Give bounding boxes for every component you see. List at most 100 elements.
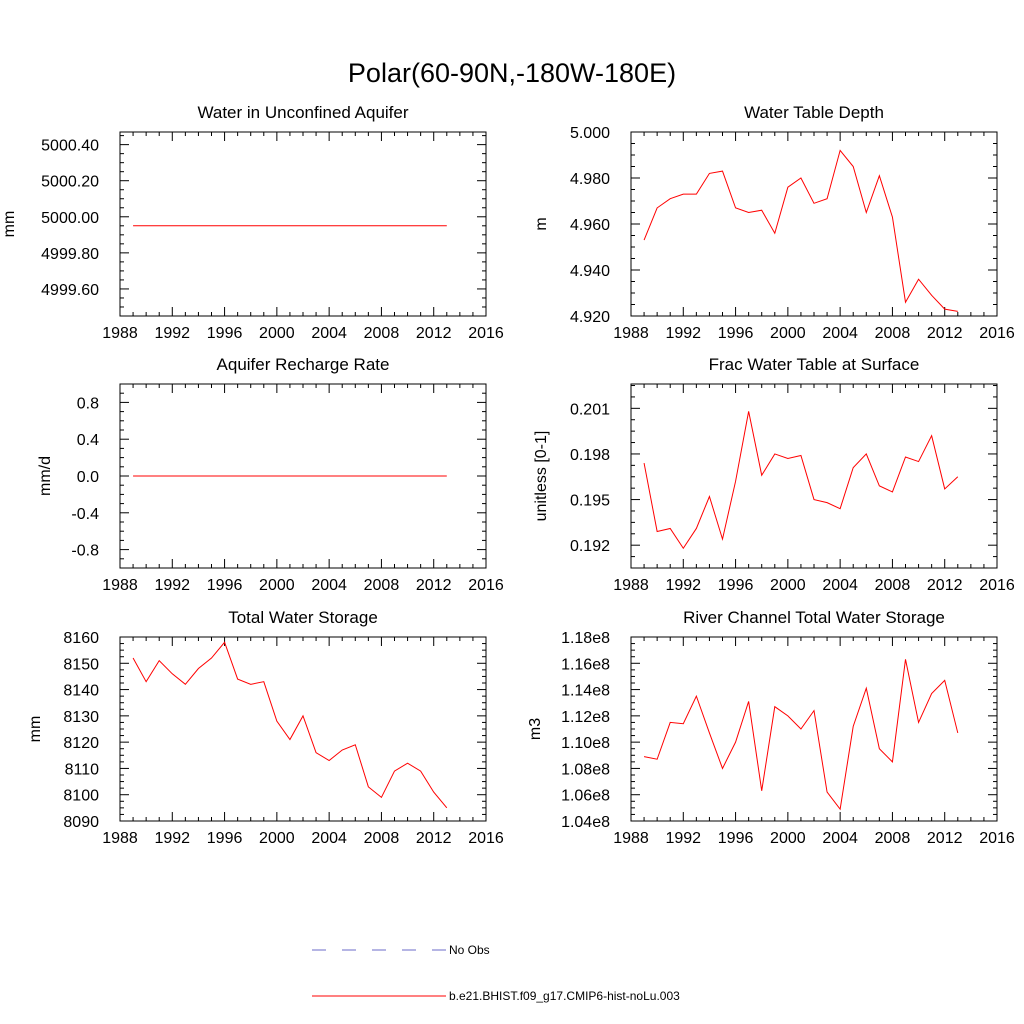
data-point [956,475,959,478]
y-axis-label: mm/d [37,456,54,496]
data-point [669,527,672,530]
x-tick-label: 2012 [927,830,963,847]
data-point [708,731,711,734]
data-point [197,224,200,227]
x-tick-label: 1996 [718,325,754,342]
data-point [852,466,855,469]
plot-frame [119,131,487,317]
data-point [760,474,763,477]
data-point [643,462,646,465]
x-tick-label: 1996 [207,830,243,847]
data-point [275,224,278,227]
data-point [432,475,435,478]
data-point [184,224,187,227]
x-tick-label: 1988 [613,577,649,594]
data-point [747,211,750,214]
data-point [393,224,396,227]
y-tick-label: 5000.40 [41,138,99,155]
panel-5: Total Water Storage mm 1988 1992 1996 2000 200… [27,608,504,847]
data-point [367,475,370,478]
y-tick-label: 1.16e8 [561,656,610,673]
x-tick-label: 2008 [364,577,400,594]
data-point [341,224,344,227]
x-tick-label: 2000 [770,577,806,594]
data-point [786,186,789,189]
data-point [432,791,435,794]
data-point [747,700,750,703]
data-point [288,475,291,478]
data-point [406,224,409,227]
data-point [865,211,868,214]
data-point [132,475,135,478]
data-point [406,475,409,478]
x-tick-label: 2012 [416,577,452,594]
y-tick-label: 8100 [63,788,99,805]
data-point [943,679,946,682]
x-tick-label: 2008 [364,325,400,342]
y-tick-label: 1.06e8 [561,788,610,805]
x-tick-label: 1992 [154,325,190,342]
x-tick-label: 2004 [311,830,347,847]
data-point [917,721,920,724]
panel-title: River Channel Total Water Storage [683,608,945,627]
x-tick-label: 2016 [468,577,504,594]
data-point [184,683,187,686]
data-point [223,475,226,478]
data-point [158,659,161,662]
y-tick-label: 1.18e8 [561,630,610,647]
data-point [799,177,802,180]
plot-frame [630,383,998,569]
data-point [393,770,396,773]
data-point [249,224,252,227]
x-tick-label: 2004 [311,577,347,594]
data-point [249,475,252,478]
x-tick-label: 2016 [468,325,504,342]
y-tick-label: 1.12e8 [561,709,610,726]
data-point [419,475,422,478]
data-point [904,455,907,458]
data-point [328,475,331,478]
data-point [813,202,816,205]
data-point [302,224,305,227]
series-line [643,659,959,811]
data-point [852,725,855,728]
data-point [275,475,278,478]
data-point [943,487,946,490]
data-point [302,475,305,478]
x-tick-label: 1996 [718,577,754,594]
panel-title: Water Table Depth [744,103,884,122]
data-point [760,209,763,212]
data-point [223,224,226,227]
y-tick-label: 8140 [63,683,99,700]
data-point [878,747,881,750]
data-point [315,224,318,227]
x-tick-label: 1996 [207,577,243,594]
data-point [839,507,842,510]
data-point [158,475,161,478]
x-tick-label: 1992 [665,577,701,594]
data-point [930,434,933,437]
data-point [419,224,422,227]
x-tick-label: 2004 [822,577,858,594]
data-point [865,687,868,690]
data-point [956,731,959,734]
data-point [145,224,148,227]
data-point [839,149,842,152]
data-point [813,498,816,501]
data-point [878,174,881,177]
panels: Water in Unconfined Aquifer mm 1988 1992 199… [1,103,1015,847]
data-point [445,475,448,478]
panel-2: Water Table Depth m 1988 1992 1996 2000 2004 20… [533,103,1015,342]
y-tick-label: 0.192 [570,538,610,555]
data-point [891,216,894,219]
data-point [695,695,698,698]
figure-title: Polar(60-90N,-180W-180E) [348,58,676,88]
data-point [943,308,946,311]
data-point [445,224,448,227]
plot-frame [630,131,998,317]
data-point [721,538,724,541]
x-tick-label: 1988 [613,830,649,847]
y-tick-label: 5.000 [570,125,610,142]
data-point [852,165,855,168]
